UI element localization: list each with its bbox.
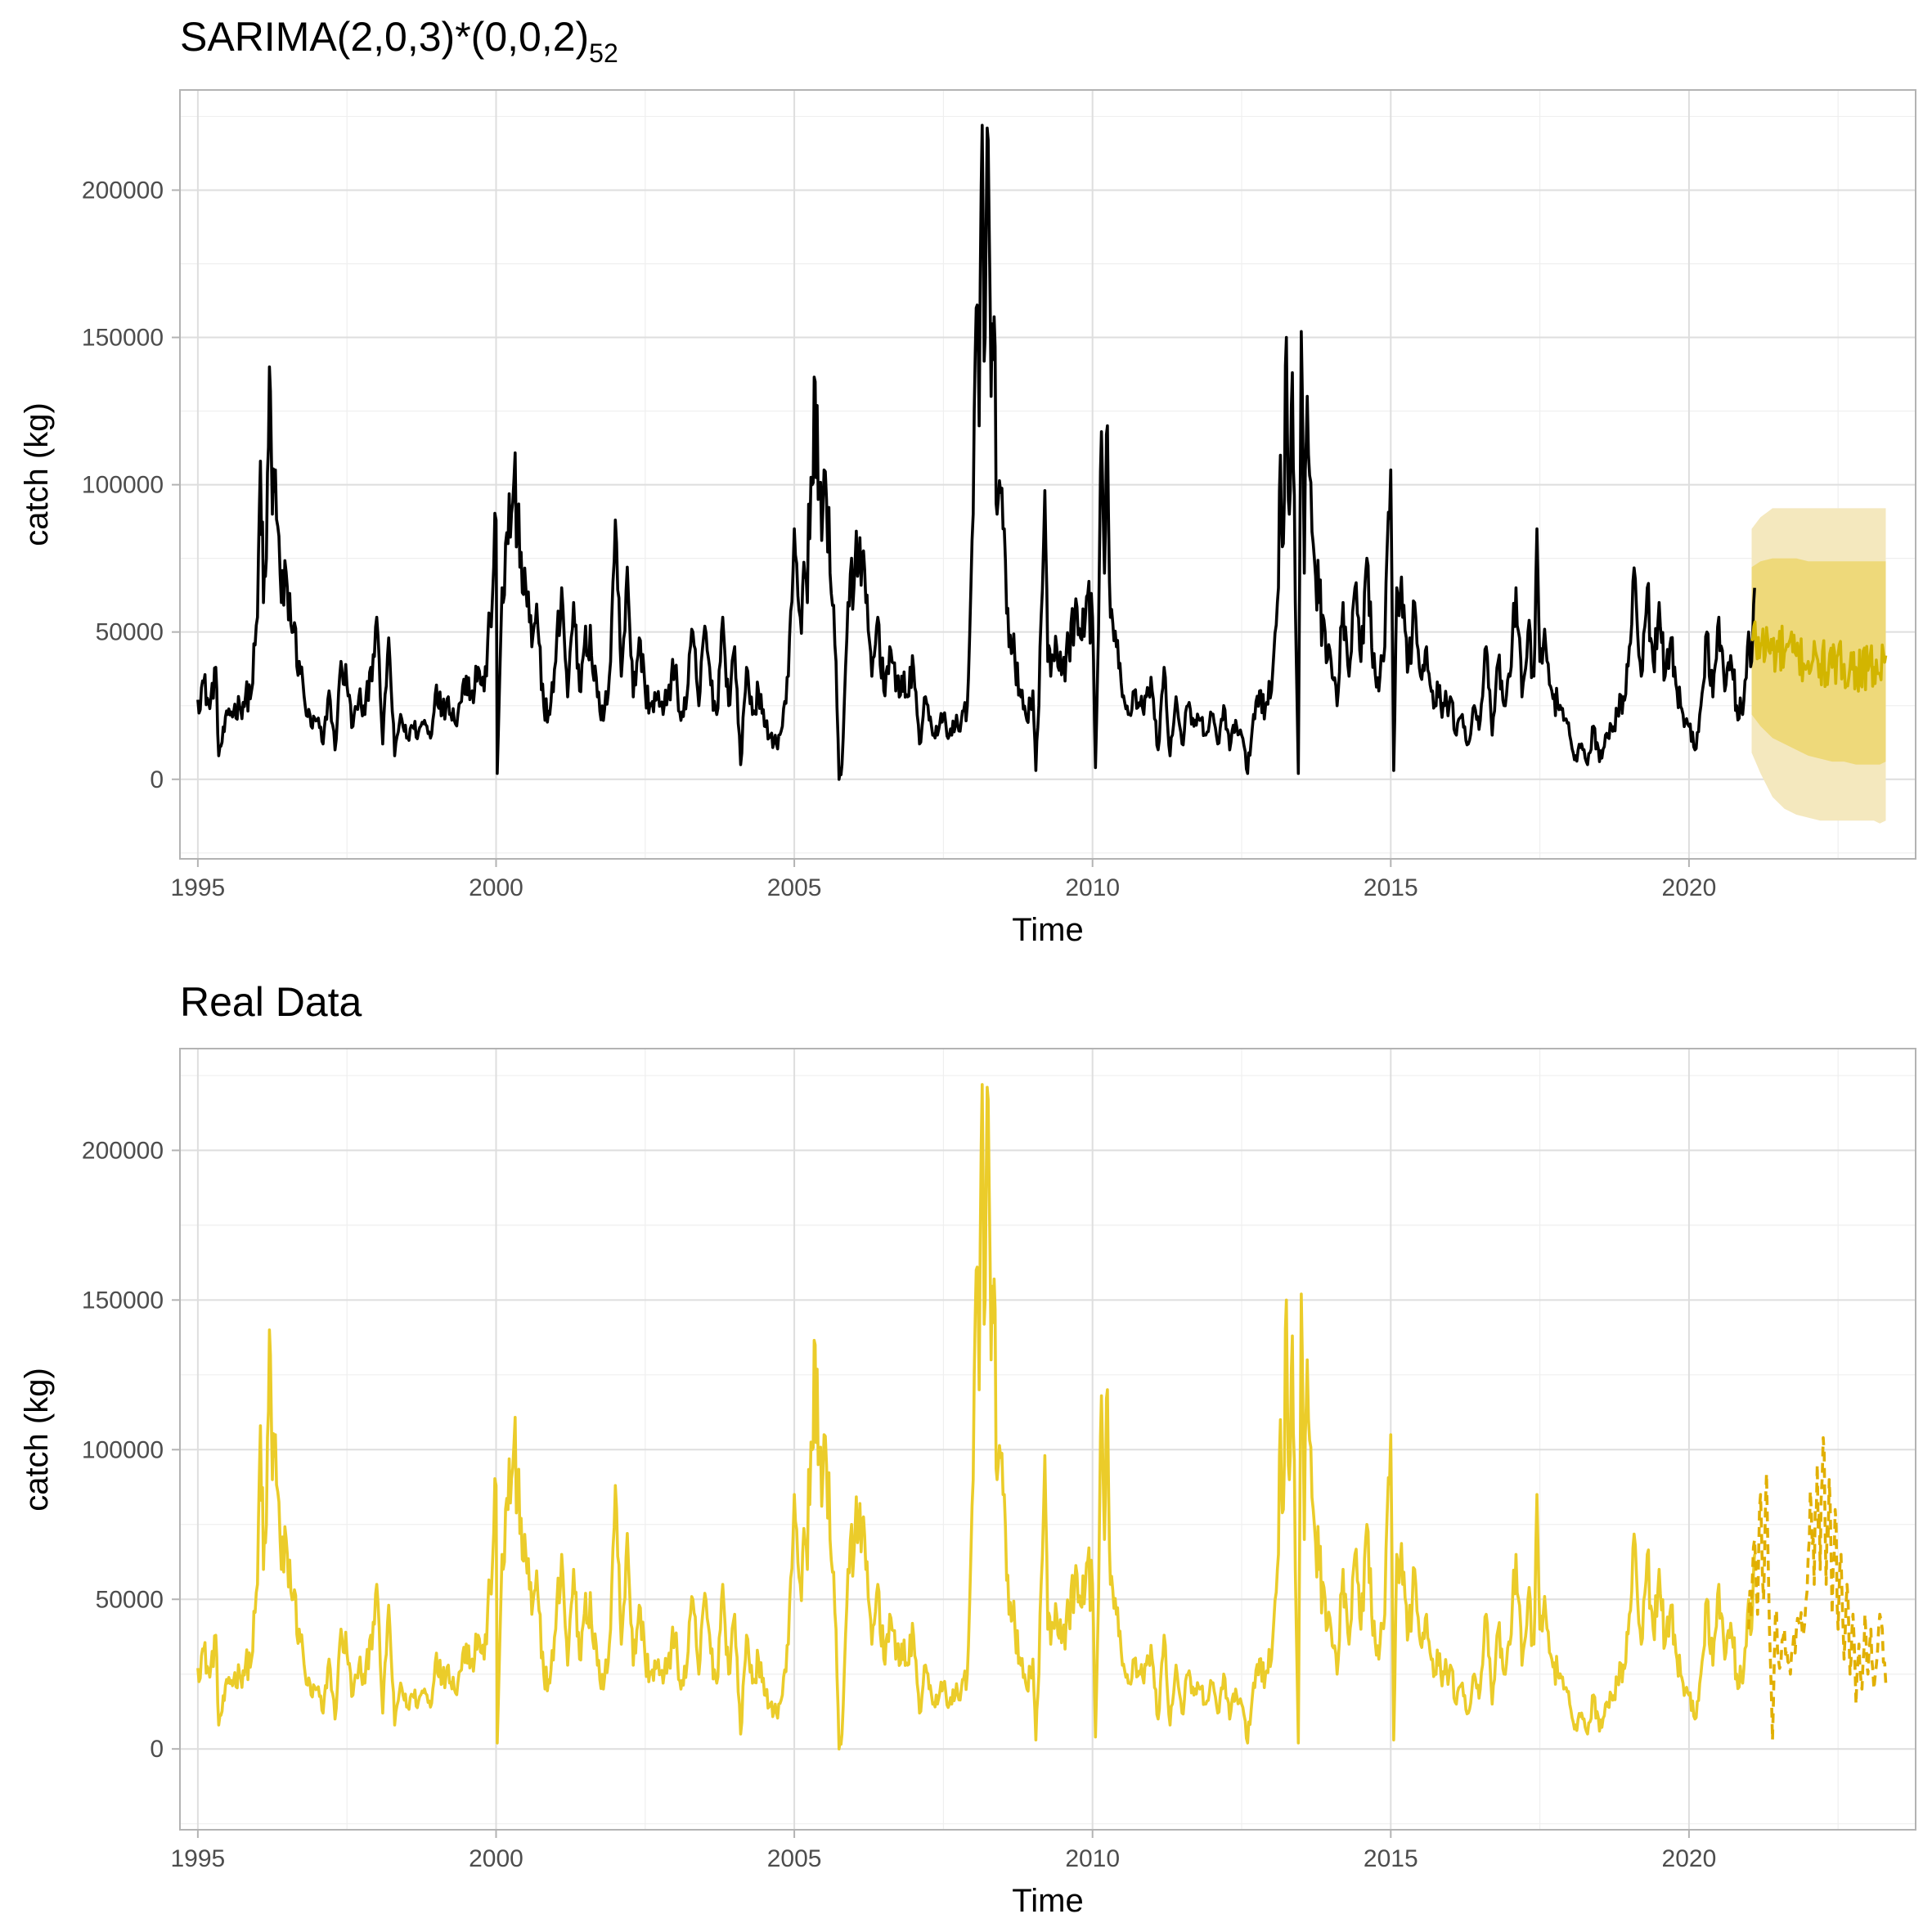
y-tick-label: 150000 [82,325,164,352]
chart-2-series [196,1083,1888,1750]
chart-1-panel-border [179,89,1916,860]
chart-1-title-subscript: 52 [589,38,618,68]
chart-1-title: SARIMA(2,0,3)*(0,0,2)52 [180,14,618,68]
y-tick-label: 0 [150,1736,164,1763]
chart-1-x-axis-title: Time [1012,912,1083,948]
x-tick-label: 2005 [767,1845,822,1872]
chart-1-series [196,124,1888,781]
x-tick-label: 2000 [469,874,523,901]
observed-series-line [196,124,1756,781]
real-observed-series-line [196,1083,1756,1750]
x-tick-label: 2020 [1662,874,1717,901]
chart-2: Real Data 1995 2000 2005 2010 2015 2020 0 50000… [19,979,1916,1919]
chart-1-title-main: SARIMA(2,0,3)*(0,0,2) [180,14,589,60]
chart-2-panel-border [179,1048,1916,1831]
y-tick-label: 200000 [82,1137,164,1164]
chart-1-axes: 1995 2000 2005 2010 2015 2020 0 50000 100000 1500… [82,177,1716,901]
y-tick-label: 200000 [82,177,164,204]
x-tick-label: 2005 [767,874,822,901]
x-tick-label: 1995 [171,1845,226,1872]
chart-2-x-axis-title: Time [1012,1883,1083,1919]
forecast-series-line [1750,620,1888,693]
x-tick-label: 1995 [171,874,226,901]
y-tick-label: 0 [150,766,164,793]
y-tick-label: 50000 [96,1586,164,1613]
chart-2-title: Real Data [180,979,362,1025]
chart-2-axes: 1995 2000 2005 2010 2015 2020 0 50000 100000 1500… [82,1137,1716,1872]
chart-2-y-axis-title: catch (kg) [19,1368,55,1512]
chart-1-gridlines [180,90,1916,859]
x-tick-label: 2010 [1065,874,1120,901]
x-tick-label: 2015 [1364,874,1418,901]
y-tick-label: 150000 [82,1287,164,1314]
x-tick-label: 2010 [1065,1845,1120,1872]
real-actual-dashed-line [1747,1436,1888,1741]
x-tick-label: 2020 [1662,1845,1717,1872]
y-tick-label: 100000 [82,472,164,499]
chart-1: SARIMA(2,0,3)*(0,0,2)52 1995 2000 2005 2010… [19,14,1916,948]
chart-1-y-axis-title: catch (kg) [19,402,55,546]
y-tick-label: 50000 [96,619,164,646]
x-tick-label: 2015 [1364,1845,1418,1872]
y-tick-label: 100000 [82,1436,164,1463]
chart-2-gridlines [180,1049,1916,1830]
x-tick-label: 2000 [469,1845,523,1872]
